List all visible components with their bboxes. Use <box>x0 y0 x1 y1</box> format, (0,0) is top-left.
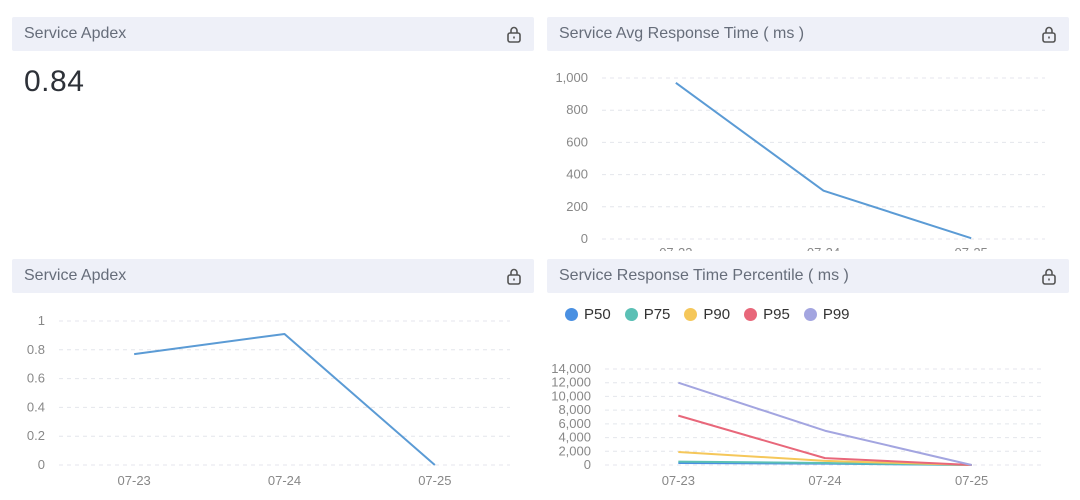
y-tick-label: 800 <box>566 102 588 117</box>
legend-label: P90 <box>703 306 731 323</box>
series-line-0 <box>675 82 972 240</box>
lock-icon[interactable] <box>506 267 522 285</box>
panel-header: Service Avg Response Time ( ms ) <box>547 17 1069 51</box>
y-tick-label: 8,000 <box>558 402 591 417</box>
y-tick-label: 10,000 <box>551 388 591 403</box>
series-line-0 <box>134 332 436 466</box>
legend-item-p90[interactable]: P90 <box>684 306 730 323</box>
panel-title: Service Apdex <box>24 267 127 284</box>
y-tick-label: 0.6 <box>27 371 45 386</box>
y-tick-label: 2,000 <box>558 443 591 458</box>
y-tick-label: 1,000 <box>555 70 588 85</box>
panel-header: Service Apdex <box>12 259 534 293</box>
legend-dot <box>684 308 698 321</box>
apdex-chart-panel: Service Apdex 0 0.2 0.4 0.6 0.8 1 07-23 07-24 07… <box>12 259 534 495</box>
y-tick-label: 4,000 <box>558 430 591 445</box>
series-line-p95 <box>678 414 972 466</box>
x-tick-label: 07-23 <box>659 245 692 251</box>
x-tick-label: 07-25 <box>955 245 988 251</box>
y-tick-label: 6,000 <box>558 416 591 431</box>
y-tick-label: 12,000 <box>551 375 591 390</box>
legend-item-p95[interactable]: P95 <box>744 306 790 323</box>
legend-item-p75[interactable]: P75 <box>624 306 671 323</box>
legend-label: P50 <box>584 306 611 323</box>
apdex-value-panel: Service Apdex 0.84 <box>12 17 534 247</box>
legend-item-p50[interactable]: P50 <box>565 306 611 323</box>
x-tick-label: 07-24 <box>807 245 840 251</box>
apdex-line-chart: 0 0.2 0.4 0.6 0.8 1 07-23 07-24 07-25 <box>27 313 510 488</box>
y-tick-label: 0.2 <box>27 428 45 443</box>
legend-dot <box>565 308 578 321</box>
legend-dot <box>803 308 817 321</box>
percentile-panel: Service Response Time Percentile ( ms ) … <box>547 259 1069 495</box>
y-tick-label: 0.8 <box>27 342 45 357</box>
legend-label: P75 <box>643 306 671 323</box>
x-tick-label: 07-24 <box>268 473 301 488</box>
legend-label: P99 <box>822 306 850 323</box>
legend-dot <box>624 308 638 321</box>
legend-item-p99[interactable]: P99 <box>803 306 850 323</box>
x-tick-label: 07-24 <box>808 473 841 488</box>
lock-icon[interactable] <box>506 25 522 43</box>
panel-header: Service Response Time Percentile ( ms ) <box>547 259 1069 293</box>
panel-title: Service Response Time Percentile ( ms ) <box>559 267 849 284</box>
panel-title: Service Apdex <box>24 25 127 42</box>
y-tick-label: 600 <box>566 134 588 149</box>
y-tick-label: 14,000 <box>551 361 591 376</box>
y-tick-label: 200 <box>566 199 588 214</box>
y-tick-label: 1 <box>38 313 45 328</box>
legend-dot <box>744 308 758 321</box>
y-tick-label: 0 <box>581 231 588 246</box>
avg-response-chart: 0 200 400 600 800 1,000 07-23 07-24 07-25 <box>555 70 1045 251</box>
legend-label: P95 <box>763 306 790 323</box>
chart-legend: P50 P75 P90 P95 P99 <box>565 306 850 323</box>
x-tick-label: 07-25 <box>418 473 451 488</box>
y-tick-label: 0 <box>38 457 45 472</box>
x-tick-label: 07-23 <box>118 473 151 488</box>
x-tick-label: 07-25 <box>955 473 988 488</box>
panel-header: Service Apdex <box>12 17 534 51</box>
y-tick-label: 0 <box>584 457 591 472</box>
panel-title: Service Avg Response Time ( ms ) <box>559 25 805 42</box>
apdex-value: 0.84 <box>24 65 85 98</box>
lock-icon[interactable] <box>1041 25 1057 43</box>
x-tick-label: 07-23 <box>662 473 695 488</box>
lock-icon[interactable] <box>1041 267 1057 285</box>
y-tick-label: 400 <box>566 167 588 182</box>
avg-response-panel: Service Avg Response Time ( ms ) 0 200 400… <box>547 17 1069 251</box>
y-tick-label: 0.4 <box>27 399 45 414</box>
